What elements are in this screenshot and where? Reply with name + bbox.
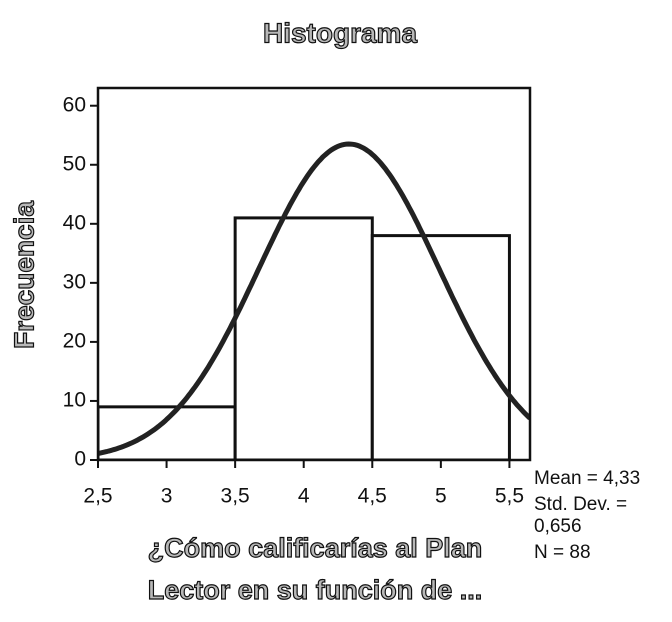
x-axis-label: Lector en su función de ... [148,575,483,605]
x-axis-label: ¿Cómo calificarías al Plan [148,533,483,563]
y-axis-label: Frecuencia [8,201,39,349]
stat-label: N = 88 [534,542,591,563]
bar [233,216,374,460]
y-tick-label: 50 [63,152,86,175]
normal-curve [98,141,530,456]
x-tick-label: 5 [435,485,447,508]
y-tick-label: 40 [63,211,86,234]
x-tick-label: 4 [298,485,310,508]
bar [98,405,237,460]
chart-title: Histograma [263,17,417,48]
y-tick-label: 10 [63,388,86,411]
x-tick-label: 3,5 [221,485,250,508]
stat-label: Mean = 4,33 [534,468,641,489]
x-tick-label: 4,5 [358,485,387,508]
x-tick-label: 5,5 [495,485,524,508]
stats-box: Mean = 4,33 Std. Dev. = 0,656 N = 88 [534,468,670,568]
y-tick-label: 60 [63,93,86,116]
plot-area [98,141,530,460]
y-tick-label: 20 [63,329,86,352]
y-tick-label: 0 [74,448,86,471]
plot-frame [96,86,532,462]
stat-label: Std. Dev. = 0,656 [534,494,628,537]
x-tick-label: 2,5 [83,485,112,508]
x-tick-label: 3 [161,485,173,508]
y-tick-label: 30 [63,270,86,293]
